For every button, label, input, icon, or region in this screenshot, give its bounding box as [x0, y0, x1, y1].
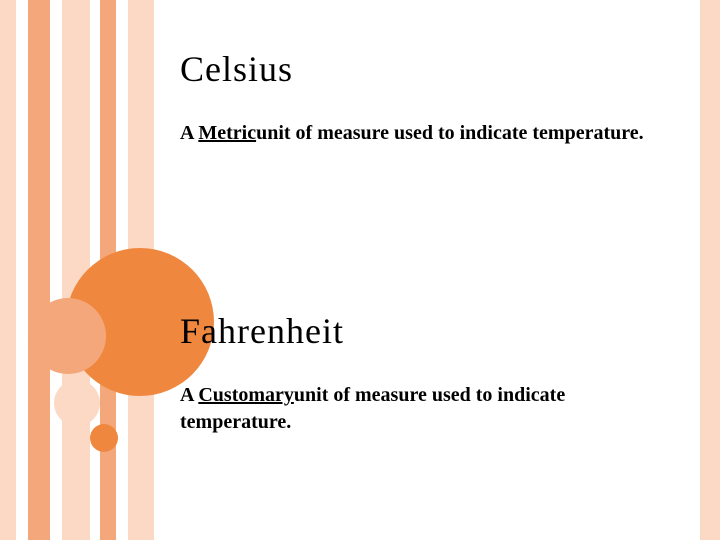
circle-1 [30, 298, 106, 374]
section-body-1: A Customaryunit of measure used to indic… [180, 382, 680, 436]
body-post-0: unit of measure used to indicate tempera… [256, 122, 644, 144]
section-heading-1: Fahrenheit [180, 310, 344, 352]
body-underlined-1: Customary [198, 384, 294, 406]
stripe-1 [28, 0, 50, 540]
stripe-5 [700, 0, 720, 540]
circle-4 [70, 462, 88, 480]
slide-content: Celsius A Metricunit of measure used to i… [180, 0, 700, 540]
circle-3 [90, 424, 118, 452]
body-underlined-0: Metric [198, 122, 256, 144]
stripe-0 [0, 0, 16, 540]
section-heading-0: Celsius [180, 48, 293, 90]
body-pre-1: A [180, 384, 198, 406]
section-body-0: A Metricunit of measure used to indicate… [180, 120, 680, 147]
circle-2 [54, 380, 100, 426]
body-pre-0: A [180, 122, 198, 144]
